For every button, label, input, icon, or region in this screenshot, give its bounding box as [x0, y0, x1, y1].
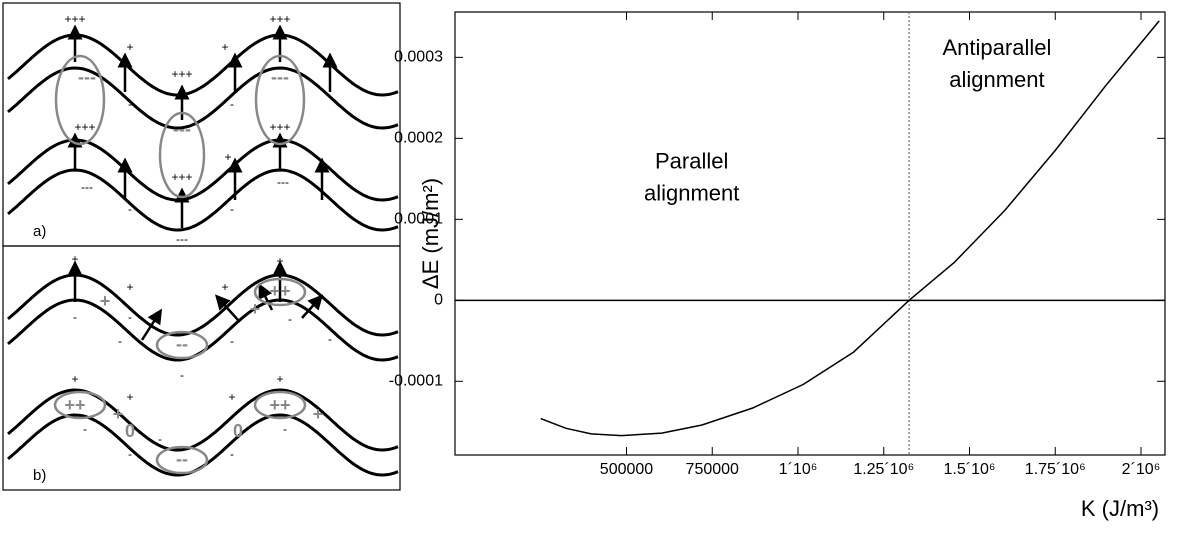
annotation: Antiparallel: [943, 35, 1052, 60]
panel-label: a): [33, 223, 46, 240]
charge: -: [128, 202, 132, 216]
y-tick-label: -0.0001: [389, 373, 443, 390]
panel-label: b): [33, 467, 46, 484]
ellipse-group: [253, 390, 307, 420]
x-axis-title: K (J/m³): [1081, 496, 1159, 521]
y-tick-label: 0: [434, 292, 443, 309]
charge: +: [276, 254, 283, 268]
wave-line: [7, 273, 399, 337]
charge: +++: [269, 120, 290, 134]
charge: +: [126, 40, 133, 54]
charge: +: [126, 280, 133, 294]
charge: +++: [171, 67, 192, 81]
charge: +++: [64, 12, 85, 26]
charge: 0: [233, 421, 243, 441]
y-tick-label: 0.0002: [394, 130, 443, 147]
y-axis-title: ΔE (mJ/m²): [418, 178, 443, 289]
panel-b-frame: [2, 245, 401, 491]
charge: -: [83, 422, 87, 436]
charge: -: [230, 202, 234, 216]
x-tick-label: 1´10⁶: [779, 461, 818, 478]
charge: +++: [74, 120, 95, 134]
charge: ---: [78, 67, 96, 87]
charge: -: [203, 432, 207, 446]
charge: +: [250, 299, 261, 319]
charge: -: [128, 310, 132, 324]
charge: +++: [269, 12, 290, 26]
charge: +: [313, 404, 324, 424]
charge: 0: [125, 421, 135, 441]
x-tick-label: 750000: [686, 461, 739, 478]
annotation: alignment: [644, 180, 739, 205]
charge: -: [180, 482, 184, 496]
y-tick-label: 0.0003: [394, 49, 443, 66]
wave-line: [7, 66, 399, 130]
charge: --: [176, 334, 188, 354]
charge: ++: [269, 281, 290, 301]
charge: +: [71, 372, 78, 386]
charge: -: [158, 432, 162, 446]
x-tick-label: 2´10⁶: [1122, 461, 1161, 478]
charge: -: [230, 97, 234, 111]
charge: ++: [64, 395, 85, 415]
plot-frame: [454, 11, 1166, 456]
charge: ---: [81, 180, 93, 194]
charge: ---: [176, 232, 188, 246]
wave-line: [7, 168, 399, 232]
x-tick-label: 1.5´10⁶: [944, 461, 996, 478]
ellipse-group: [253, 277, 307, 307]
charge: ---: [277, 175, 289, 189]
charge: ---: [173, 119, 191, 139]
ellipse-group: [155, 445, 209, 475]
arrow: [140, 308, 163, 341]
charge: -: [73, 310, 77, 324]
charge: +: [126, 390, 133, 404]
charge: -: [230, 447, 234, 461]
charge: -: [328, 332, 332, 346]
charge: -: [283, 422, 287, 436]
wave-line: [7, 388, 399, 452]
ellipse-group: [53, 390, 107, 420]
ellipse-group: [155, 330, 209, 360]
charge: -: [230, 334, 234, 348]
charge: -: [128, 447, 132, 461]
y-tick-label: 0.0001: [394, 211, 443, 228]
x-tick-label: 500000: [600, 461, 653, 478]
charge: +: [221, 40, 228, 54]
charge: ++: [269, 395, 290, 415]
charge: -: [128, 97, 132, 111]
charge: +: [71, 252, 78, 266]
arrow: [258, 283, 274, 311]
annotation: alignment: [949, 67, 1044, 92]
charge: +++: [171, 170, 192, 184]
annotation: Parallel: [655, 148, 728, 173]
ellipse-group: [54, 54, 106, 146]
charge: +: [224, 150, 231, 164]
charge: -: [180, 368, 184, 382]
data-line: [540, 20, 1160, 437]
charge: +: [113, 404, 124, 424]
ellipse-group: [158, 111, 206, 199]
charge: ---: [271, 67, 289, 87]
charge: +: [276, 372, 283, 386]
charge: +: [221, 280, 228, 294]
charge: -: [288, 312, 292, 326]
arrow: [214, 294, 239, 321]
charge: +: [100, 291, 111, 311]
arrow: [301, 294, 323, 319]
x-tick-label: 1.75´10⁶: [1025, 461, 1086, 478]
ellipse-group: [254, 54, 306, 146]
charge: +: [228, 390, 235, 404]
x-tick-label: 1.25´10⁶: [853, 461, 914, 478]
charge: --: [176, 449, 188, 469]
charge: -: [118, 334, 122, 348]
